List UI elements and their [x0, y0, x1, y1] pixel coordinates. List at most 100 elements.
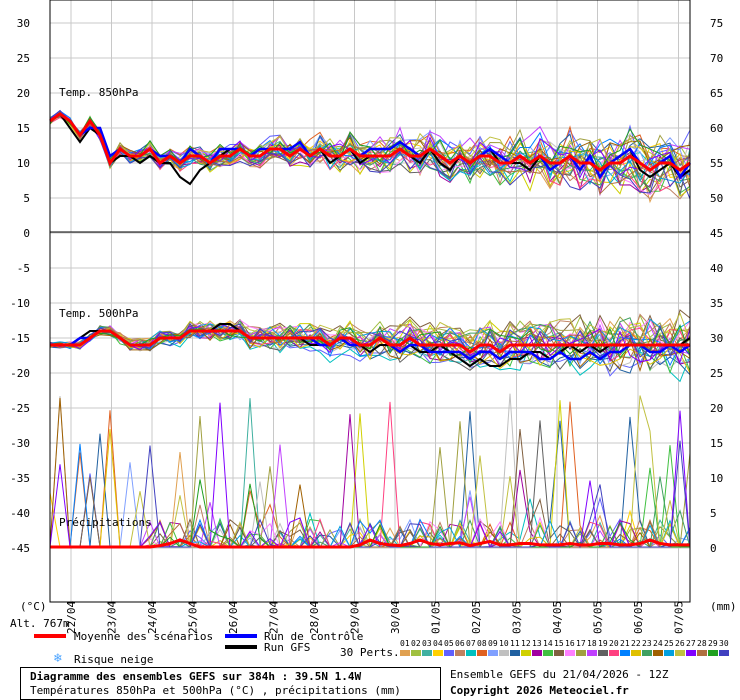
member-line-850 [49, 117, 691, 192]
right-tick-label: 10 [710, 472, 723, 485]
date-tick-label: 22/04 [65, 601, 78, 634]
member-key-label: 06 [455, 639, 465, 648]
member-key-label: 27 [686, 639, 696, 648]
right-tick-label: 65 [710, 87, 723, 100]
member-key-swatch [587, 650, 597, 656]
member-key-swatch [554, 650, 564, 656]
date-tick-label: 03/05 [511, 601, 524, 634]
right-tick-label: 0 [710, 542, 717, 555]
member-line-500 [49, 327, 691, 373]
member-key-label: 04 [433, 639, 443, 648]
chart-subtitle: Températures 850hPa et 500hPa (°C) , pré… [30, 684, 401, 697]
date-tick-label: 01/05 [430, 601, 443, 634]
grid [50, 0, 690, 602]
right-tick-label: 50 [710, 192, 723, 205]
legend-swatch-gfs [225, 645, 257, 649]
panel-label-500: Temp. 500hPa [59, 307, 139, 320]
main-lines [49, 112, 692, 549]
right-tick-label: 60 [710, 122, 723, 135]
right-tick-label: 35 [710, 297, 723, 310]
member-key-label: 19 [598, 639, 608, 648]
member-key-label: 03 [422, 639, 432, 648]
member-key-label: 12 [521, 639, 531, 648]
member-line-500 [49, 318, 691, 354]
date-tick-label: 25/04 [187, 601, 200, 634]
member-line-500 [49, 323, 691, 358]
date-tick-label: 05/05 [592, 601, 605, 634]
date-tick-label: 24/04 [146, 601, 159, 634]
member-key-label: 29 [708, 639, 718, 648]
series-line-t500 [50, 329, 690, 354]
series-line-t850 [49, 112, 692, 180]
member-line-850 [49, 111, 691, 178]
member-key-swatch [609, 650, 619, 656]
footer-box: Diagramme des ensembles GEFS sur 384h : … [20, 667, 441, 700]
left-tick-label: -30 [10, 437, 30, 450]
member-key-swatch [411, 650, 421, 656]
member-key-label: 01 [400, 639, 410, 648]
left-tick-label: -10 [10, 297, 30, 310]
member-key-label: 26 [675, 639, 685, 648]
right-tick-label: 55 [710, 157, 723, 170]
left-tick-label: -45 [10, 542, 30, 555]
left-axis-unit: (°C) [20, 600, 47, 613]
left-tick-label: -20 [10, 367, 30, 380]
left-tick-label: 25 [17, 52, 30, 65]
member-key-label: 21 [620, 639, 630, 648]
plot-border [49, 0, 691, 603]
left-tick-label: -25 [10, 402, 30, 415]
member-key-swatch [444, 650, 454, 656]
member-key-swatch [631, 650, 641, 656]
left-tick-label: -5 [17, 262, 30, 275]
member-key-swatch [697, 650, 707, 656]
member-key-swatch [532, 650, 542, 656]
perts-label: 30 Perts. [340, 646, 400, 659]
member-key-swatch [466, 650, 476, 656]
member-key-label: 16 [565, 639, 575, 648]
member-key-swatch [708, 650, 718, 656]
member-key-label: 18 [587, 639, 597, 648]
left-tick-label: -35 [10, 472, 30, 485]
member-key-label: 24 [653, 639, 663, 648]
member-key-label: 14 [543, 639, 553, 648]
right-tick-label: 25 [710, 367, 723, 380]
legend-swatch-control [225, 634, 257, 638]
mean-precip-line [50, 538, 690, 549]
series-line-t850 [49, 112, 691, 172]
right-axis-unit: (mm) [710, 600, 737, 613]
member-key-label: 02 [411, 639, 421, 648]
member-line-500 [49, 323, 691, 364]
member-key-swatch [510, 650, 520, 656]
left-tick-label: 5 [23, 192, 30, 205]
member-key-swatch [653, 650, 663, 656]
date-tick-label: 02/05 [470, 601, 483, 634]
member-key-swatch [433, 650, 443, 656]
member-line-precip [50, 440, 691, 549]
legend-mean: Moyenne des scénarios [74, 630, 214, 643]
member-key-swatch [521, 650, 531, 656]
right-tick-label: 20 [710, 402, 723, 415]
date-tick-label: 23/04 [106, 601, 119, 634]
member-key-label: 15 [554, 639, 564, 648]
right-tick-label: 40 [710, 262, 723, 275]
member-key-label: 17 [576, 639, 586, 648]
chart-title: Diagramme des ensembles GEFS sur 384h : … [30, 670, 362, 683]
member-key-swatch [664, 650, 674, 656]
legend-control: Run de contrôle [264, 630, 364, 643]
right-tick-label: 30 [710, 332, 723, 345]
date-tick-label: 07/05 [673, 601, 686, 634]
member-key-swatch [576, 650, 586, 656]
left-tick-label: 20 [17, 87, 30, 100]
legend-snow: Risque neige [74, 653, 154, 666]
left-tick-label: 15 [17, 122, 30, 135]
ensemble-label: Ensemble GEFS du 21/04/2026 - 12Z [450, 668, 669, 681]
right-tick-label: 15 [710, 437, 723, 450]
panel-label-precip: Précipitations [59, 516, 152, 529]
plot-area [50, 0, 690, 602]
panel-label-850: Temp. 850hPa [59, 86, 139, 99]
snowflake-icon: ❄ [54, 651, 62, 666]
date-tick-label: 30/04 [389, 601, 402, 634]
member-key-label: 10 [499, 639, 509, 648]
copyright-label: Copyright 2026 Meteociel.fr [450, 684, 629, 697]
